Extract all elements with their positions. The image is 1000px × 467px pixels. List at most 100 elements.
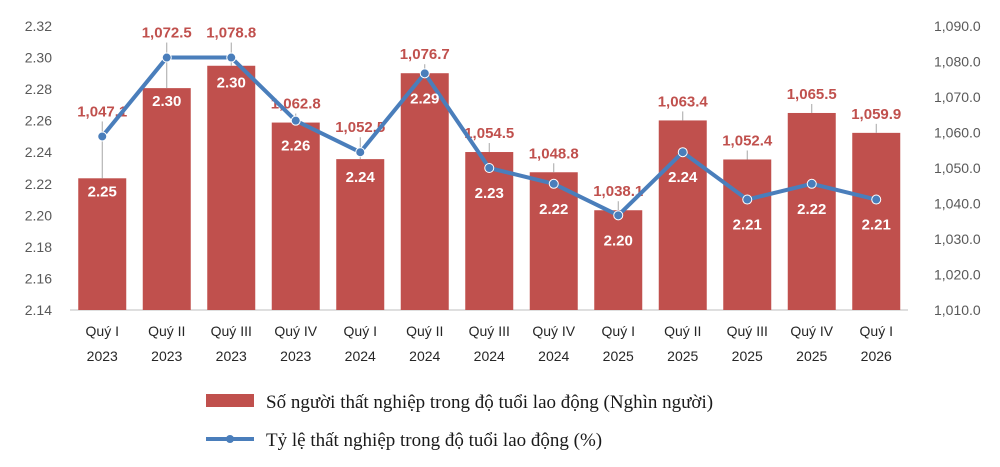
bar — [142, 88, 191, 310]
bar — [465, 152, 514, 310]
rate-marker — [290, 115, 301, 126]
bar — [787, 112, 836, 310]
category-label-quarter: Quý I — [602, 323, 635, 339]
rate-marker — [97, 131, 108, 142]
category-label-quarter: Quý IV — [790, 323, 833, 339]
legend-line-marker — [226, 435, 234, 443]
x-axis-categories: Quý I 2023 Quý II 2023 Quý III 2023 Quý IV 2023… — [86, 323, 893, 364]
category-label-year: 2023 — [216, 348, 247, 364]
legend-bar-label: Số người thất nghiệp trong độ tuổi lao đ… — [266, 392, 713, 413]
category-label-year: 2024 — [409, 348, 440, 364]
bar-value-label: 1,047.1 — [77, 103, 127, 120]
category-label-year: 2023 — [87, 348, 118, 364]
rate-marker — [742, 194, 753, 205]
left-axis-tick-label: 2.24 — [25, 144, 52, 160]
legend-bar-swatch — [206, 394, 254, 407]
bar — [207, 65, 256, 310]
bar-value-label: 1,052.4 — [722, 132, 773, 149]
left-axis-tick-label: 2.22 — [25, 176, 52, 192]
category-label-year: 2023 — [151, 348, 182, 364]
line-value-labels: 2.25 2.30 2.30 2.26 2.24 2.29 2.23 2.22 2.20 2.24… — [88, 75, 891, 250]
left-axis-tick-label: 2.30 — [25, 50, 52, 66]
category-label-year: 2025 — [603, 348, 634, 364]
line-series — [97, 52, 882, 221]
rate-marker — [613, 210, 624, 221]
category-label-quarter: Quý II — [664, 323, 701, 339]
bar — [852, 132, 901, 310]
bar-value-label: 1,078.8 — [206, 25, 256, 42]
right-axis-tick-label: 1,020.0 — [934, 267, 981, 283]
bar-value-label: 1,076.7 — [400, 46, 450, 63]
rate-marker — [484, 163, 495, 173]
rate-value-label: 2.21 — [733, 217, 762, 234]
category-label-quarter: Quý II — [148, 323, 185, 339]
right-axis-tick-label: 1,090.0 — [934, 18, 981, 34]
bar-value-label: 1,048.8 — [529, 145, 579, 162]
right-axis-tick-label: 1,080.0 — [934, 54, 981, 70]
right-y-axis: 1,010.0 1,020.0 1,030.0 1,040.0 1,050.0 1,060… — [934, 18, 981, 318]
right-axis-tick-label: 1,070.0 — [934, 89, 981, 105]
left-axis-tick-label: 2.14 — [25, 302, 52, 318]
category-label-year: 2024 — [345, 348, 376, 364]
right-axis-tick-label: 1,030.0 — [934, 231, 981, 247]
category-label-quarter: Quý IV — [532, 323, 575, 339]
rate-value-label: 2.24 — [668, 169, 698, 186]
bar — [271, 122, 320, 310]
bar-value-label: 1,063.4 — [658, 93, 709, 110]
rate-value-label: 2.30 — [217, 75, 246, 92]
bar-value-label: 1,059.9 — [851, 106, 901, 123]
left-axis-tick-label: 2.20 — [25, 207, 52, 223]
rate-marker — [226, 52, 237, 63]
bar — [400, 73, 449, 310]
bar-value-label: 1,038.1 — [593, 183, 643, 200]
rate-value-label: 2.22 — [797, 201, 826, 218]
bar — [529, 172, 578, 310]
left-axis-tick-label: 2.16 — [25, 270, 52, 286]
category-label-quarter: Quý IV — [274, 323, 317, 339]
rate-marker — [355, 147, 366, 158]
rate-value-label: 2.20 — [604, 232, 633, 249]
bar — [594, 210, 643, 310]
rate-value-label: 2.24 — [346, 169, 376, 186]
right-axis-tick-label: 1,050.0 — [934, 160, 981, 176]
rate-marker — [806, 178, 817, 189]
bar — [723, 159, 772, 310]
right-axis-tick-label: 1,060.0 — [934, 125, 981, 141]
rate-value-label: 2.23 — [475, 185, 504, 202]
category-label-year: 2023 — [280, 348, 311, 364]
left-y-axis: 2.14 2.16 2.18 2.20 2.22 2.24 2.26 2.28 2.30 2.32 — [25, 18, 52, 318]
category-label-quarter: Quý III — [727, 323, 768, 339]
bar — [336, 159, 385, 310]
bar-value-label: 1,065.5 — [787, 86, 837, 103]
category-label-quarter: Quý III — [469, 323, 510, 339]
rate-value-label: 2.29 — [410, 90, 439, 107]
left-axis-tick-label: 2.18 — [25, 239, 52, 255]
category-label-quarter: Quý I — [86, 323, 119, 339]
category-label-year: 2026 — [861, 348, 892, 364]
category-label-quarter: Quý III — [211, 323, 252, 339]
rate-marker — [548, 178, 559, 189]
category-label-year: 2025 — [667, 348, 698, 364]
category-label-quarter: Quý I — [860, 323, 893, 339]
left-axis-tick-label: 2.26 — [25, 113, 52, 129]
category-label-year: 2024 — [538, 348, 569, 364]
rate-marker — [161, 52, 172, 63]
rate-value-label: 2.22 — [539, 201, 568, 218]
category-label-quarter: Quý II — [406, 323, 443, 339]
rate-value-label: 2.21 — [862, 217, 891, 234]
category-label-year: 2025 — [796, 348, 827, 364]
right-axis-tick-label: 1,010.0 — [934, 302, 981, 318]
right-axis-tick-label: 1,040.0 — [934, 196, 981, 212]
rate-marker — [677, 147, 688, 158]
rate-value-label: 2.26 — [281, 138, 310, 155]
rate-marker — [419, 68, 430, 79]
category-label-year: 2025 — [732, 348, 763, 364]
rate-value-label: 2.25 — [88, 183, 117, 200]
category-label-quarter: Quý I — [344, 323, 377, 339]
bar — [78, 178, 127, 310]
bar-value-label: 1,054.5 — [464, 125, 514, 142]
left-axis-tick-label: 2.28 — [25, 81, 52, 97]
bar-value-label: 1,072.5 — [142, 25, 192, 42]
bar-value-labels: 1,047.11,072.5 1,078.81,062.81,052.51,076… — [77, 25, 901, 201]
